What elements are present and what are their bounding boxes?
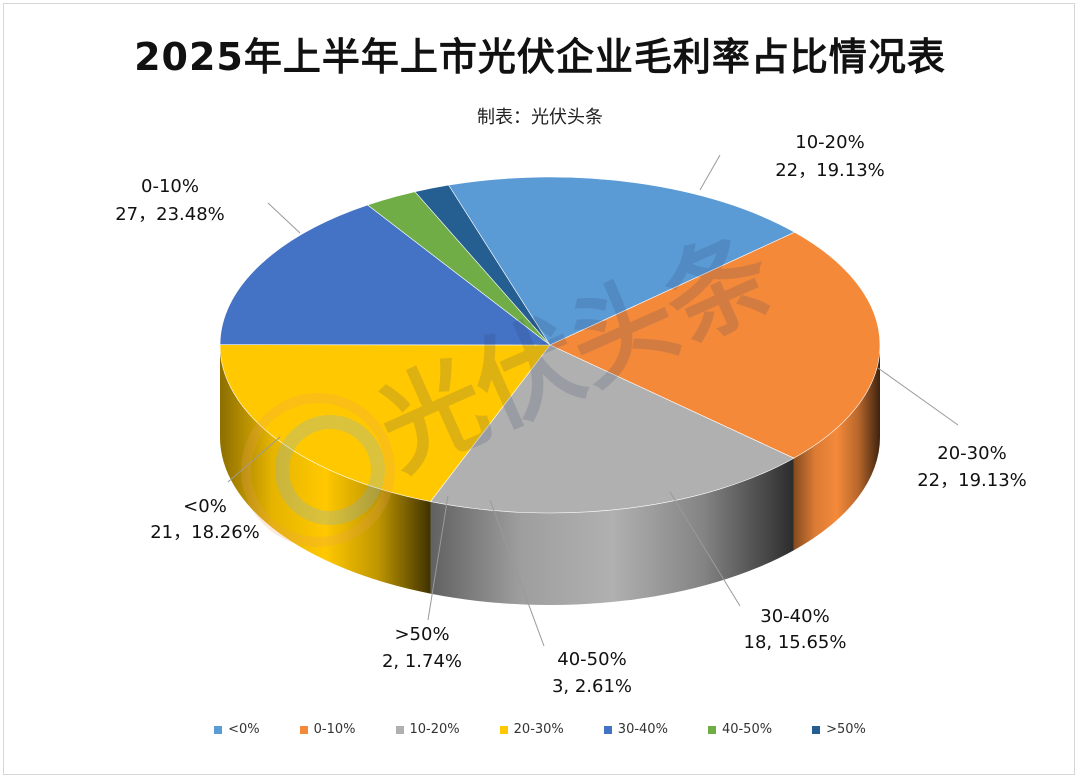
watermark-logo-inner-icon	[275, 415, 385, 525]
legend-swatch-40-50	[707, 725, 716, 734]
chart-title: 2025年上半年上市光伏企业毛利率占比情况表	[134, 35, 946, 79]
legend-label-lt-0: <0%	[228, 722, 260, 737]
pie-side-10-20-shading	[430, 458, 794, 606]
legend-swatch-10-20	[395, 725, 404, 734]
legend-item-10-20: 10-20%	[395, 722, 460, 737]
leader-lines	[227, 154, 959, 647]
pie-sides	[219, 345, 880, 606]
legend-item-20-30: 20-30%	[499, 722, 564, 737]
legend-label-40-50: 40-50%	[721, 722, 773, 737]
legend-item-lt-0: <0%	[214, 722, 260, 737]
pie-side-0-10-shading	[793, 345, 880, 551]
legend-label-10-20: 10-20%	[409, 722, 460, 737]
watermark-logo-icon	[241, 393, 395, 547]
data-label-value-10-20: 22，19.13%	[775, 160, 885, 181]
legend-item-40-50: 40-50%	[707, 722, 773, 737]
legend-item-gt-50: >50%	[812, 722, 866, 737]
legend-label-30-40: 30-40%	[617, 722, 668, 737]
data-label-value-20-30: 22，19.13%	[917, 470, 1027, 491]
legend-item-0-10: 0-10%	[299, 722, 356, 737]
leader-line-30-40	[669, 491, 741, 607]
pie-side-20-30-shading	[219, 345, 431, 594]
legend: <0% 0-10% 10-20% 20-30% 30-40% 40-50% >50%	[0, 722, 1080, 737]
pie-slice-10-20	[429, 344, 795, 514]
leader-line-gt-50	[427, 495, 449, 621]
pie-slice-gt-50	[414, 184, 551, 346]
data-label-value-lt-0: 21，18.26%	[150, 522, 260, 543]
data-label-category-10-20: 10-20%	[795, 132, 864, 153]
data-label-category-gt-50: >50%	[394, 624, 449, 645]
legend-label-0-10: 0-10%	[313, 722, 356, 737]
legend-swatch-0-10	[299, 725, 308, 734]
leader-line-lt-0	[227, 436, 281, 483]
leader-line-10-20	[699, 154, 721, 191]
legend-swatch-20-30	[499, 725, 508, 734]
leader-line-40-50	[489, 499, 545, 647]
data-label-value-gt-50: 2, 1.74%	[382, 651, 462, 672]
data-label-value-30-40: 18, 15.65%	[744, 632, 847, 653]
leader-line-20-30	[877, 367, 959, 426]
legend-swatch-30-40	[603, 725, 612, 734]
pie-slice-0-10	[549, 231, 881, 459]
data-labels: <0% 21，18.26% 0-10% 27，23.48% 10-20% 22，19.13…	[115, 132, 1027, 697]
data-label-value-40-50: 3, 2.61%	[552, 676, 632, 697]
data-label-category-20-30: 20-30%	[937, 443, 1006, 464]
legend-item-30-40: 30-40%	[603, 722, 668, 737]
data-label-category-30-40: 30-40%	[760, 606, 829, 627]
legend-swatch-lt-0	[214, 725, 223, 734]
data-label-value-0-10: 27，23.48%	[115, 204, 225, 225]
pie-tops	[219, 176, 881, 514]
chart-subtitle: 制表：光伏头条	[477, 107, 603, 128]
data-label-category-40-50: 40-50%	[557, 649, 626, 670]
leader-line-0-10	[267, 202, 301, 234]
pie-slice-30-40	[219, 204, 551, 346]
legend-swatch-gt-50	[812, 725, 821, 734]
legend-label-gt-50: >50%	[826, 722, 866, 737]
data-label-category-0-10: 0-10%	[141, 176, 199, 197]
data-label-category-lt-0: <0%	[183, 496, 227, 517]
pie-slice-lt-0	[448, 176, 796, 346]
legend-label-20-30: 20-30%	[513, 722, 564, 737]
